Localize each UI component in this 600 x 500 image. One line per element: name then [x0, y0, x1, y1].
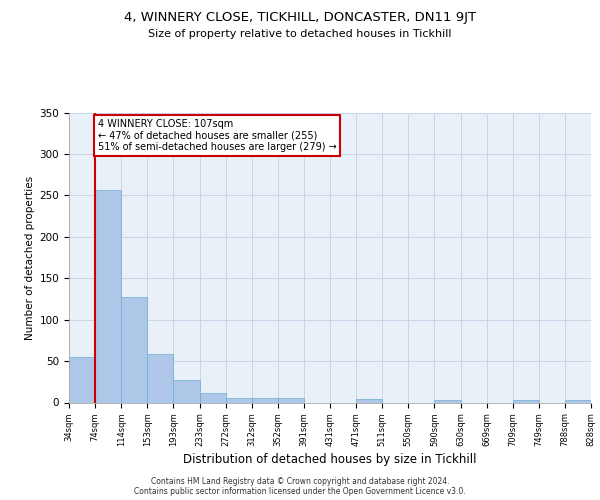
Bar — [95, 190, 121, 402]
Text: 4, WINNERY CLOSE, TICKHILL, DONCASTER, DN11 9JT: 4, WINNERY CLOSE, TICKHILL, DONCASTER, D… — [124, 11, 476, 24]
Bar — [226, 398, 252, 402]
Bar — [69, 357, 95, 403]
Text: Contains HM Land Registry data © Crown copyright and database right 2024.
Contai: Contains HM Land Registry data © Crown c… — [134, 476, 466, 496]
Bar — [513, 400, 539, 402]
Y-axis label: Number of detached properties: Number of detached properties — [25, 176, 35, 340]
Text: Size of property relative to detached houses in Tickhill: Size of property relative to detached ho… — [148, 29, 452, 39]
Bar — [356, 399, 382, 402]
X-axis label: Distribution of detached houses by size in Tickhill: Distribution of detached houses by size … — [183, 453, 477, 466]
Bar — [278, 398, 304, 402]
Text: 4 WINNERY CLOSE: 107sqm
← 47% of detached houses are smaller (255)
51% of semi-d: 4 WINNERY CLOSE: 107sqm ← 47% of detache… — [98, 119, 337, 152]
Bar — [199, 392, 226, 402]
Bar — [434, 400, 461, 402]
Bar — [565, 400, 591, 402]
Bar — [173, 380, 199, 402]
Bar — [252, 398, 278, 402]
Bar — [148, 354, 173, 403]
Bar — [121, 298, 148, 403]
